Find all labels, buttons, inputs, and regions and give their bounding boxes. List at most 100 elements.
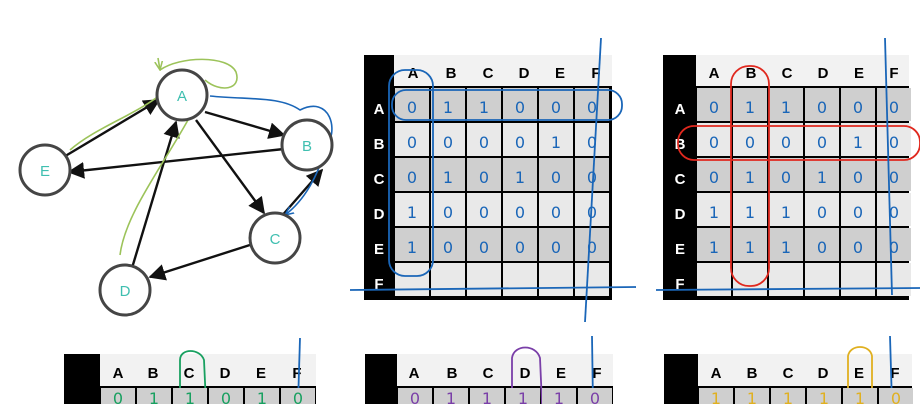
m2-baseline <box>655 287 920 291</box>
m2-row-header: E <box>675 241 685 258</box>
m1-row-header: F <box>374 276 383 293</box>
node-d-label: D <box>120 283 131 300</box>
adjacency-matrix-2: A B C D E F A B C D E F 0 1 1 0 0 0 0 0 0 0 1 0 0 1 0 1… <box>655 37 920 300</box>
matrix-cell <box>877 158 911 191</box>
matrix-cell <box>503 228 537 261</box>
matrix-cell-value: 0 <box>889 98 899 117</box>
matrix-cell-value: 1 <box>709 203 719 222</box>
matrix-cell-value: 0 <box>889 203 899 222</box>
m1-col-a-highlight <box>388 69 434 277</box>
matrix-cell <box>395 88 429 121</box>
matrix-cell <box>137 388 171 404</box>
matrix-cell-value: 0 <box>515 203 525 222</box>
matrix-cell-value: 0 <box>551 203 561 222</box>
m5-col-header: A <box>711 365 722 382</box>
matrix-cell-value: 0 <box>479 168 489 187</box>
edge-a-c <box>195 119 265 215</box>
matrix-cell-value: 0 <box>407 98 417 117</box>
matrix-cell-value: 1 <box>407 203 417 222</box>
m5-col-header: C <box>783 365 794 382</box>
matrix-cell-value: 0 <box>853 238 863 257</box>
node-d: D <box>98 263 152 317</box>
matrix-cell-value: 0 <box>479 238 489 257</box>
matrix-cell <box>769 193 803 226</box>
matrix-cell <box>877 228 911 261</box>
adjacency-matrix-1: A B C D E F A B C D E F 0 1 1 0 0 0 0 0 0 0 1 0 0 1 0 1… <box>349 37 637 323</box>
matrix-cell <box>841 228 875 261</box>
matrix-cell-value: 0 <box>587 238 597 257</box>
edge-b-e <box>67 147 285 179</box>
matrix-cell-value: 0 <box>407 133 417 152</box>
matrix-cell <box>503 88 537 121</box>
matrix-cell <box>431 263 465 296</box>
m1-col-header: C <box>483 65 494 82</box>
matrix-cell-value: 0 <box>889 168 899 187</box>
m2-col-header: F <box>889 65 898 82</box>
m2-col-header: E <box>854 65 864 82</box>
matrix-cell <box>281 388 315 404</box>
matrix-cell-value: 0 <box>443 203 453 222</box>
m1-row-header: A <box>374 101 385 118</box>
matrix-cell-value: 1 <box>745 238 755 257</box>
matrix-cell <box>697 123 731 156</box>
edge-e-a <box>61 98 161 160</box>
matrix-cell-value: 1 <box>783 389 793 404</box>
matrix-cell-value: 0 <box>781 168 791 187</box>
matrix-cell <box>841 158 875 191</box>
matrix-cell-value: 1 <box>747 389 757 404</box>
matrix-cell <box>173 388 207 404</box>
matrix-cell-value: 0 <box>889 238 899 257</box>
matrix-cell <box>575 123 609 156</box>
matrix-cell <box>733 193 767 226</box>
matrix-cell-value: 1 <box>551 133 561 152</box>
m2-row-header: C <box>675 171 686 188</box>
matrix-cell-value: 1 <box>745 203 755 222</box>
matrix-cell <box>879 388 913 404</box>
matrix-cell-value: 0 <box>479 133 489 152</box>
m2-col-header: C <box>782 65 793 82</box>
matrix-cell-value: 1 <box>781 238 791 257</box>
matrix-cell-value: 1 <box>781 98 791 117</box>
matrix-cell <box>697 263 731 296</box>
green-trace-arrow <box>158 57 160 70</box>
m3-col-header: E <box>256 365 266 382</box>
matrix-cell <box>539 228 573 261</box>
matrix-cell <box>807 388 841 404</box>
matrix-cell <box>467 193 501 226</box>
matrix-cell <box>395 228 429 261</box>
directed-graph: A B C D E <box>18 57 334 317</box>
matrix-cell <box>733 123 767 156</box>
matrix-cell-value: 1 <box>479 98 489 117</box>
matrix-cell-value: 0 <box>853 203 863 222</box>
m4-col-header: A <box>409 365 420 382</box>
node-c-label: C <box>270 231 281 248</box>
matrix-cell <box>769 228 803 261</box>
matrix-cell-value: 1 <box>185 389 195 404</box>
matrix-cell-value: 0 <box>443 133 453 152</box>
matrix-cell <box>467 158 501 191</box>
matrix-cell-value: 1 <box>149 389 159 404</box>
matrix-cell-value: 1 <box>515 168 525 187</box>
matrix-cell <box>841 193 875 226</box>
m4-col-header: E <box>556 365 566 382</box>
matrix-cell-value: 0 <box>587 98 597 117</box>
matrix-cell-value: 0 <box>551 238 561 257</box>
m1-col-header: D <box>519 65 530 82</box>
matrix-cell-value: 0 <box>293 389 303 404</box>
adjacency-matrix-4: A B C D E F 0 1 1 1 1 0 <box>365 335 613 404</box>
matrix-cell <box>769 88 803 121</box>
matrix-cell-value: 1 <box>443 168 453 187</box>
matrix-cell <box>503 123 537 156</box>
m1-row-header: D <box>374 206 385 223</box>
matrix-cell <box>877 123 911 156</box>
node-a: A <box>155 68 209 122</box>
matrix-cell-value: 0 <box>515 133 525 152</box>
m1-col-header: E <box>555 65 565 82</box>
matrix-cell-value: 0 <box>889 133 899 152</box>
matrix-cell-value: 0 <box>817 238 827 257</box>
matrix-cell <box>101 388 135 404</box>
matrix-cell-value: 0 <box>587 168 597 187</box>
matrix-cell-value: 0 <box>587 133 597 152</box>
m2-row-header: F <box>675 276 684 293</box>
